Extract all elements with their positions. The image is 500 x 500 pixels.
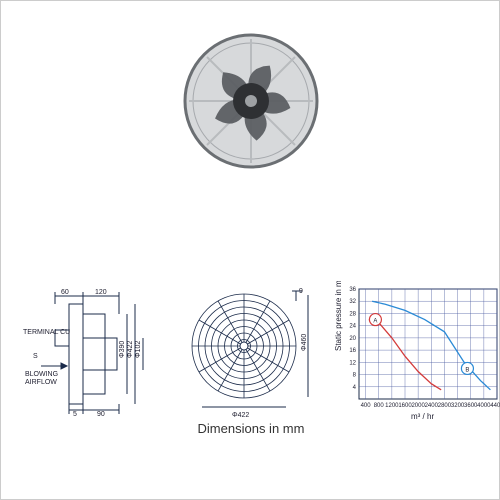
- dia-460: Φ460: [301, 334, 308, 351]
- svg-text:3200: 3200: [451, 403, 465, 409]
- svg-text:12: 12: [349, 360, 356, 366]
- svg-text:16: 16: [349, 348, 356, 354]
- arrow-s: S: [33, 353, 38, 360]
- axial-fan-render: [181, 31, 321, 171]
- dia-102: Φ102: [135, 341, 142, 358]
- svg-text:1600: 1600: [398, 403, 412, 409]
- svg-text:28: 28: [349, 311, 356, 317]
- chart-xlabel: m³ / hr: [411, 412, 434, 421]
- svg-text:36: 36: [349, 287, 356, 293]
- svg-text:1200: 1200: [385, 403, 399, 409]
- dim-90: 90: [97, 411, 105, 416]
- arrow-blowing: BLOWING: [25, 371, 58, 378]
- terminal-label: TERMINAL CU: [23, 329, 70, 336]
- caption-text: Dimensions in mm: [1, 421, 500, 436]
- hero-fan-image: [1, 31, 500, 176]
- side-elevation-drawing: 60 120 TERMINAL CU S BLOWING AIRFLOW 5 9…: [1, 286, 166, 421]
- svg-text:800: 800: [374, 403, 385, 409]
- front-guard-drawing: 9 Φ460 Φ422: [166, 281, 331, 426]
- svg-text:8: 8: [353, 373, 357, 379]
- svg-text:4: 4: [353, 385, 357, 391]
- svg-text:4400: 4400: [490, 403, 500, 409]
- svg-text:20: 20: [349, 336, 356, 342]
- svg-text:2000: 2000: [411, 403, 425, 409]
- svg-text:4000: 4000: [477, 403, 491, 409]
- arrow-airflow: AIRFLOW: [25, 379, 57, 386]
- dim-120: 120: [95, 289, 107, 296]
- dim-5: 5: [73, 411, 77, 416]
- svg-text:32: 32: [349, 299, 356, 305]
- svg-text:2800: 2800: [438, 403, 452, 409]
- svg-text:B: B: [465, 367, 469, 373]
- svg-text:400: 400: [361, 403, 372, 409]
- drawing-row: 60 120 TERMINAL CU S BLOWING AIRFLOW 5 9…: [1, 281, 500, 426]
- dia-422-front: Φ422: [232, 412, 249, 419]
- svg-text:2400: 2400: [425, 403, 439, 409]
- svg-text:3600: 3600: [464, 403, 478, 409]
- chart-ylabel: Static pressure in mm: [334, 281, 343, 351]
- dia-422: Φ422: [127, 341, 134, 358]
- dia-390: Φ390: [119, 341, 126, 358]
- svg-text:A: A: [373, 319, 377, 325]
- dim-9: 9: [299, 288, 303, 295]
- dim-60: 60: [61, 289, 69, 296]
- performance-chart: 4008001200160020002400280032003600400044…: [331, 281, 500, 426]
- datasheet-page: 60 120 TERMINAL CU S BLOWING AIRFLOW 5 9…: [0, 0, 500, 500]
- svg-text:24: 24: [349, 324, 356, 330]
